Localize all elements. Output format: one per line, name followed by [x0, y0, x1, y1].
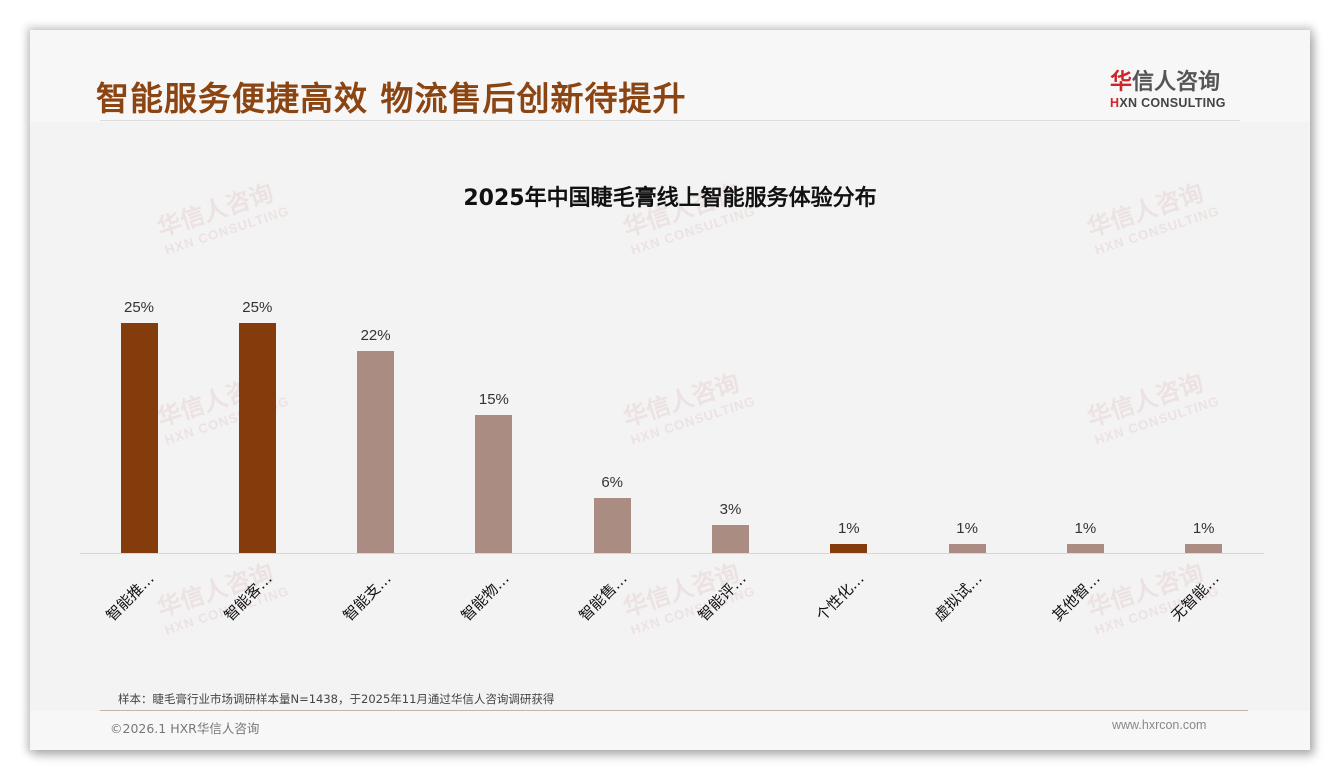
sample-note: 样本：睫毛膏行业市场调研样本量N=1438，于2025年11月通过华信人咨询调研… [118, 692, 555, 706]
logo-en-accent: H [1110, 96, 1120, 110]
bar-value-label: 1% [1074, 519, 1097, 537]
bar-value-label: 15% [478, 391, 509, 408]
x-axis-category-label: 智能支… [339, 569, 395, 625]
bar-value-label: 25% [123, 299, 155, 316]
page-title: 智能服务便捷高效 物流售后创新待提升 [96, 79, 687, 118]
bar [120, 323, 158, 553]
company-logo: 华信人咨询 HXN CONSULTING [1110, 64, 1242, 110]
footer-divider [100, 710, 1248, 711]
bar [948, 543, 986, 553]
bar-chart: 25% 智能推… 25% 智能客… 22% 智能支… 15% 智能物… 6% 智能售… 3% 智能评…… [30, 30, 1310, 750]
bar-value-label: 6% [601, 473, 624, 491]
slide: 华信人咨询 HXN CONSULTING 华信人咨询 HXN CONSULTING 华信… [30, 30, 1310, 750]
header-band [30, 30, 1310, 122]
x-axis-category-label: 智能推… [102, 569, 158, 625]
bar-value-label: 1% [837, 519, 860, 537]
bar-value-label: 1% [956, 519, 978, 537]
x-axis-category-label: 智能客… [220, 569, 277, 625]
bar-value-label: 22% [360, 326, 391, 344]
logo-en-rest: XN CONSULTING [1119, 96, 1226, 110]
bar-value-label: 1% [1192, 519, 1215, 537]
footer-band [30, 711, 1310, 750]
bar-value-label: 25% [242, 299, 273, 316]
bar [357, 350, 395, 553]
x-axis-category-label: 智能售… [575, 569, 631, 625]
bar [712, 525, 749, 553]
x-axis-category-label: 虚拟试… [930, 569, 986, 625]
x-axis-category-label: 无智能… [1167, 569, 1223, 625]
website-link[interactable]: www.hxrcon.com [1112, 718, 1207, 732]
x-axis-category-label: 智能评… [694, 569, 750, 625]
bar [475, 415, 513, 553]
x-axis-category-label: 智能物… [457, 569, 513, 625]
logo-cn-accent: 华 [1110, 70, 1133, 95]
bar-value-label: 3% [719, 501, 742, 519]
bar [593, 497, 631, 553]
logo-english: HXN CONSULTING [1110, 96, 1242, 110]
chart-title: 2025年中国睫毛膏线上智能服务体验分布 [463, 186, 877, 211]
bar [1185, 543, 1223, 553]
logo-cn-rest: 信人咨询 [1132, 70, 1221, 95]
bar [1066, 543, 1104, 553]
bar [238, 323, 276, 553]
title-divider [100, 120, 1240, 121]
x-axis-category-label: 其他智… [1048, 569, 1105, 625]
bar [830, 543, 868, 553]
logo-chinese: 华信人咨询 [1110, 64, 1242, 96]
x-axis-category-label: 个性化… [812, 569, 868, 625]
x-axis-line [80, 553, 1264, 554]
copyright-text: ©2026.1 HXR华信人咨询 [110, 721, 260, 736]
